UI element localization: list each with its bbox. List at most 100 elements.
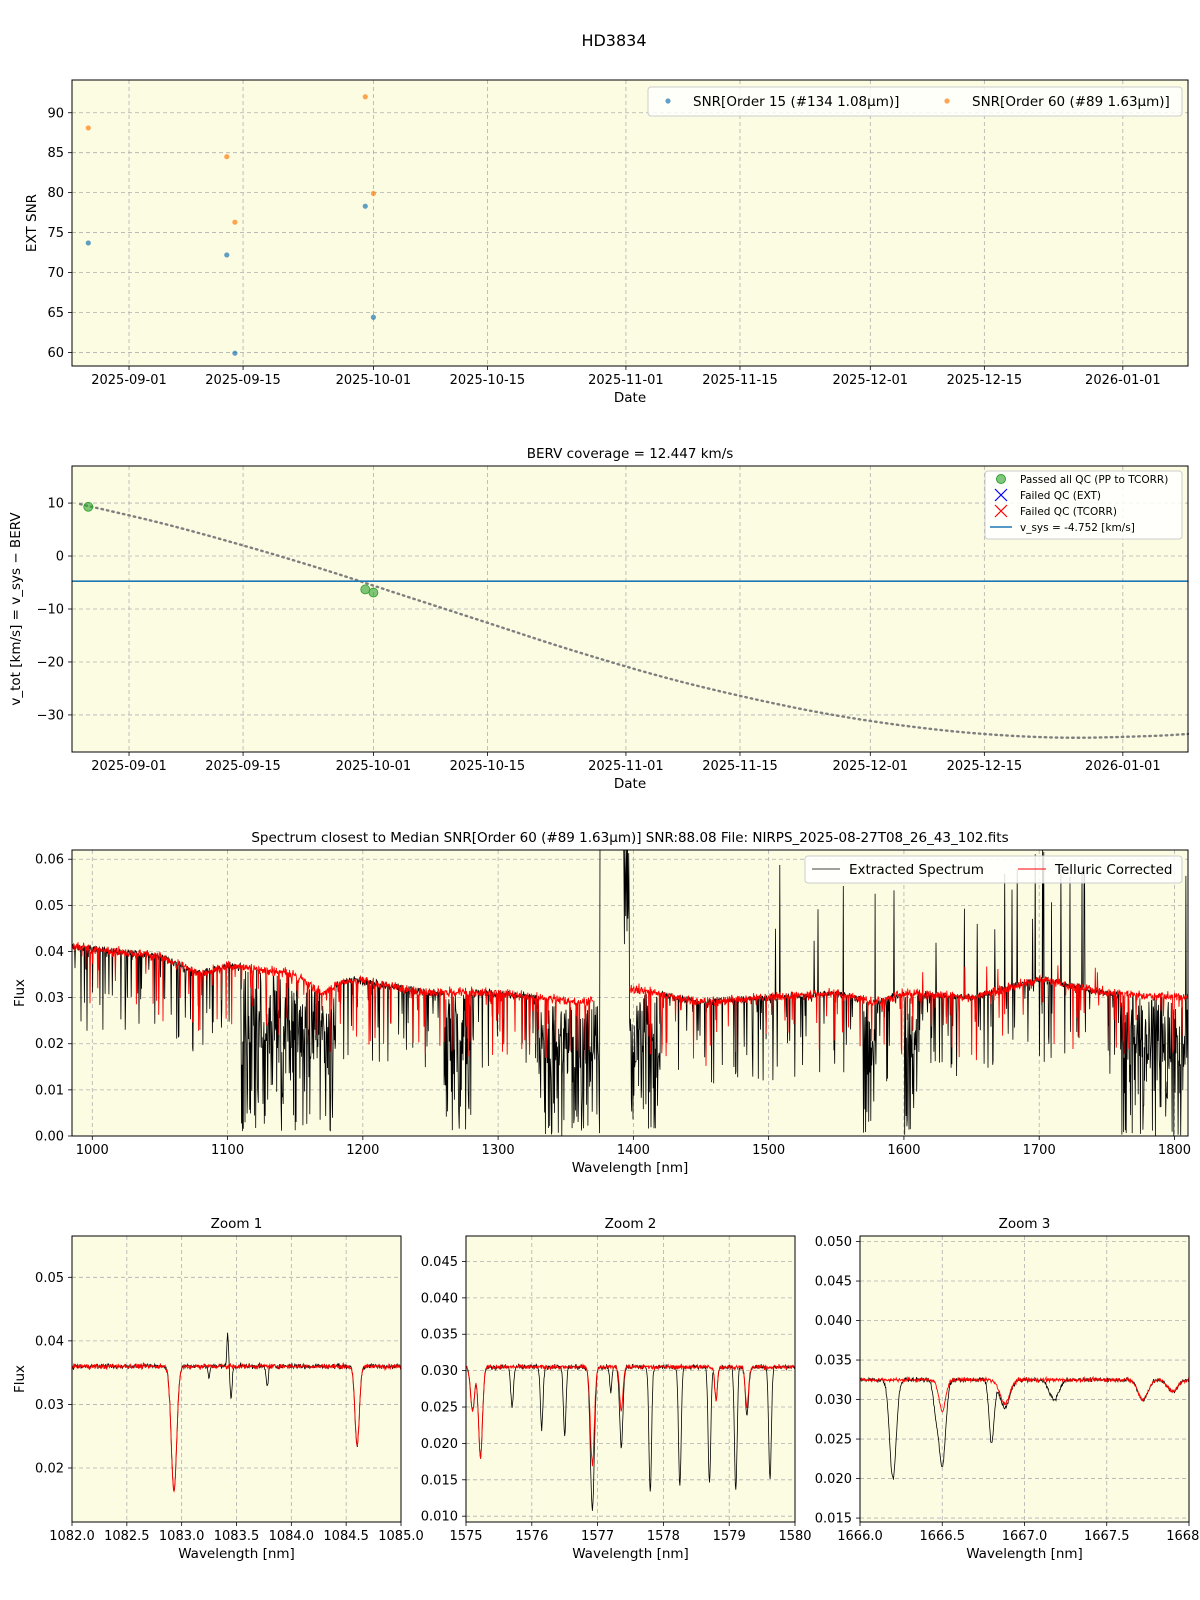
x-tick-label: 1083.0 [159, 1529, 205, 1544]
y-tick-label: 0.00 [35, 1130, 64, 1145]
legend-label: Extracted Spectrum [849, 862, 984, 878]
y-tick-label: −30 [37, 708, 64, 723]
x-tick-label: 2025-09-01 [91, 759, 167, 774]
x-axis-label: Wavelength [nm] [178, 1546, 295, 1562]
snr-point-series2 [224, 154, 230, 160]
x-tick-label: 1084.5 [323, 1529, 369, 1544]
legend-label: Failed QC (EXT) [1020, 490, 1101, 502]
axes-frame [465, 1235, 796, 1523]
x-axis-label: Wavelength [nm] [572, 1160, 689, 1176]
passed-qc-point [83, 501, 94, 512]
legend-label: SNR[Order 15 (#134 1.08μm)] [693, 94, 899, 110]
legend: Extracted Spectrum Telluric Corrected [804, 855, 1183, 884]
axes-frame [859, 1235, 1190, 1523]
x-tick-label: 1578 [647, 1529, 680, 1544]
snr-point-series2 [85, 125, 91, 131]
figure-title: HD3834 [581, 31, 646, 50]
snr-point-series2 [370, 190, 377, 197]
x-tick-label: 2025-12-01 [833, 373, 909, 388]
y-tick-label: −10 [37, 603, 64, 618]
x-tick-label: 2025-11-01 [588, 759, 664, 774]
zoom3-panel: 1666.0 1666.5 1667.0 1667.5 1668.0 0.015 0.020… [815, 1216, 1200, 1562]
y-tick-label: 0 [56, 550, 64, 565]
snr-point-series1 [370, 314, 377, 320]
telluric-corrected-line [72, 1361, 401, 1493]
y-tick-label: 0.04 [35, 1334, 64, 1349]
x-tick-label: 2025-10-15 [450, 373, 526, 388]
passed-qc-point [368, 587, 379, 598]
x-tick-label: 1082.0 [49, 1529, 95, 1544]
x-tick-label: 2025-09-15 [205, 759, 281, 774]
y-axis-label: EXT SNR [24, 194, 40, 252]
x-tick-label: 2025-10-01 [336, 759, 412, 774]
y-tick-label: 0.030 [421, 1364, 458, 1379]
x-tick-label: 2025-11-15 [702, 759, 778, 774]
telluric-corrected-line [72, 942, 1188, 1066]
x-tick-label: 1200 [346, 1143, 379, 1158]
passed-qc-point [360, 584, 371, 595]
snr-panel: 2025-09-01 2025-09-15 2025-10-01 2025-10-15… [24, 79, 1189, 406]
berv-panel: 2025-09-01 2025-09-15 2025-10-01 2025-10-15… [8, 446, 1190, 792]
x-tick-label: 2025-12-15 [947, 373, 1023, 388]
x-tick-label: 2026-01-01 [1085, 759, 1161, 774]
y-axis-label: v_tot [km/s] = v_sys − BERV [8, 512, 24, 706]
x-tick-label: 1666.0 [837, 1529, 883, 1544]
snr-point-series1 [85, 240, 91, 246]
y-tick-label: 0.035 [815, 1354, 852, 1369]
y-tick-label: 80 [47, 186, 64, 201]
grid-lines [72, 466, 1188, 752]
y-tick-label: 0.025 [421, 1401, 458, 1416]
panel-title: BERV coverage = 12.447 km/s [527, 446, 734, 462]
y-tick-label: 0.05 [35, 899, 64, 914]
x-tick-label: 1800 [1158, 1143, 1191, 1158]
x-tick-label: 1580 [778, 1529, 811, 1544]
legend: SNR[Order 15 (#134 1.08μm)] SNR[Order 60 … [647, 86, 1183, 117]
y-tick-label: 0.03 [35, 991, 64, 1006]
x-tick-label: 1400 [617, 1143, 650, 1158]
snr-point-series2 [232, 219, 238, 225]
y-tick-label: 0.02 [35, 1461, 64, 1476]
legend-marker [996, 474, 1006, 484]
plot-area [466, 1236, 795, 1522]
x-tick-label: 1300 [482, 1143, 515, 1158]
x-tick-label: 2025-12-01 [833, 759, 909, 774]
y-tick-label: 0.045 [421, 1255, 458, 1270]
spectrum-panel: 1000 1100 1200 1300 1400 1500 1600 1700 1800 0.00… [12, 830, 1191, 1176]
panel-title: Zoom 3 [999, 1216, 1051, 1232]
legend-marker [994, 504, 1008, 518]
y-tick-label: 0.04 [35, 945, 64, 960]
x-tick-label: 1085.0 [378, 1529, 424, 1544]
panel-title: Zoom 2 [605, 1216, 657, 1232]
y-tick-label: 0.035 [421, 1328, 458, 1343]
legend-box [647, 86, 1183, 117]
x-tick-label: 1666.5 [920, 1529, 966, 1544]
y-tick-label: 0.040 [421, 1291, 458, 1306]
plot-area [72, 80, 1188, 366]
x-tick-label: 1575 [449, 1529, 482, 1544]
y-tick-label: 10 [47, 497, 64, 512]
x-axis-label: Date [614, 776, 646, 792]
y-tick-label: 90 [47, 106, 64, 121]
y-tick-label: 0.02 [35, 1037, 64, 1052]
x-tick-label: 2025-11-15 [702, 373, 778, 388]
legend-label: Failed QC (TCORR) [1020, 506, 1117, 518]
x-tick-label: 1000 [76, 1143, 109, 1158]
berv-curve [78, 502, 1190, 739]
x-tick-label: 1700 [1023, 1143, 1056, 1158]
x-tick-label: 1667.5 [1084, 1529, 1130, 1544]
axes-frame [71, 465, 1189, 753]
x-tick-label: 2025-09-15 [205, 373, 281, 388]
legend: Passed all QC (PP to TCORR) Failed QC (EX… [984, 470, 1183, 540]
y-tick-label: 85 [47, 146, 64, 161]
telluric-corrected-line [860, 1375, 1189, 1413]
x-tick-label: 2025-09-01 [91, 373, 167, 388]
legend-label: Passed all QC (PP to TCORR) [1020, 474, 1168, 486]
x-tick-label: 1083.5 [214, 1529, 260, 1544]
x-tick-label: 2026-01-01 [1085, 373, 1161, 388]
y-tick-label: 0.015 [815, 1512, 852, 1527]
x-tick-label: 1084.0 [269, 1529, 315, 1544]
grid-lines [72, 80, 1188, 366]
x-tick-label: 1576 [515, 1529, 548, 1544]
legend-box [804, 855, 1183, 884]
